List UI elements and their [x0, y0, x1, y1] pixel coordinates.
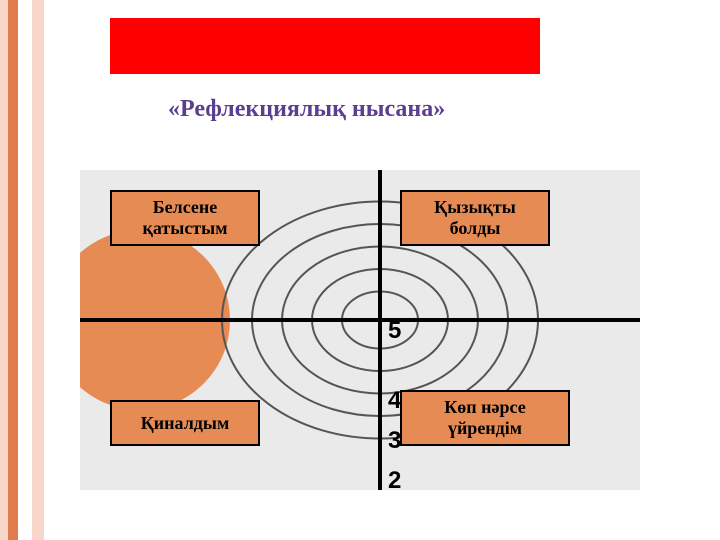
- label-line: Белсене: [153, 197, 218, 218]
- label-line: үйрендім: [448, 418, 522, 439]
- label-line: қатыстым: [143, 218, 228, 239]
- label-line: Қиналдым: [141, 413, 229, 434]
- stripe-1: [8, 0, 18, 540]
- label-br: Көп нәрсеүйрендім: [400, 390, 570, 446]
- label-bl: Қиналдым: [110, 400, 260, 446]
- label-line: Қызықты: [434, 197, 516, 218]
- red-banner: [110, 18, 540, 74]
- stripe-0: [0, 0, 8, 540]
- left-stripe-group: [0, 0, 60, 540]
- label-line: болды: [450, 218, 501, 239]
- label-line: Көп нәрсе: [444, 397, 526, 418]
- label-tr: Қызықтыболды: [400, 190, 550, 246]
- svg-text:2: 2: [388, 467, 401, 490]
- stripe-3: [32, 0, 44, 540]
- svg-text:5: 5: [388, 317, 401, 344]
- stripe-2: [18, 0, 32, 540]
- label-tl: Белсенеқатыстым: [110, 190, 260, 246]
- page-title: «Рефлекциялық нысана»: [168, 96, 445, 123]
